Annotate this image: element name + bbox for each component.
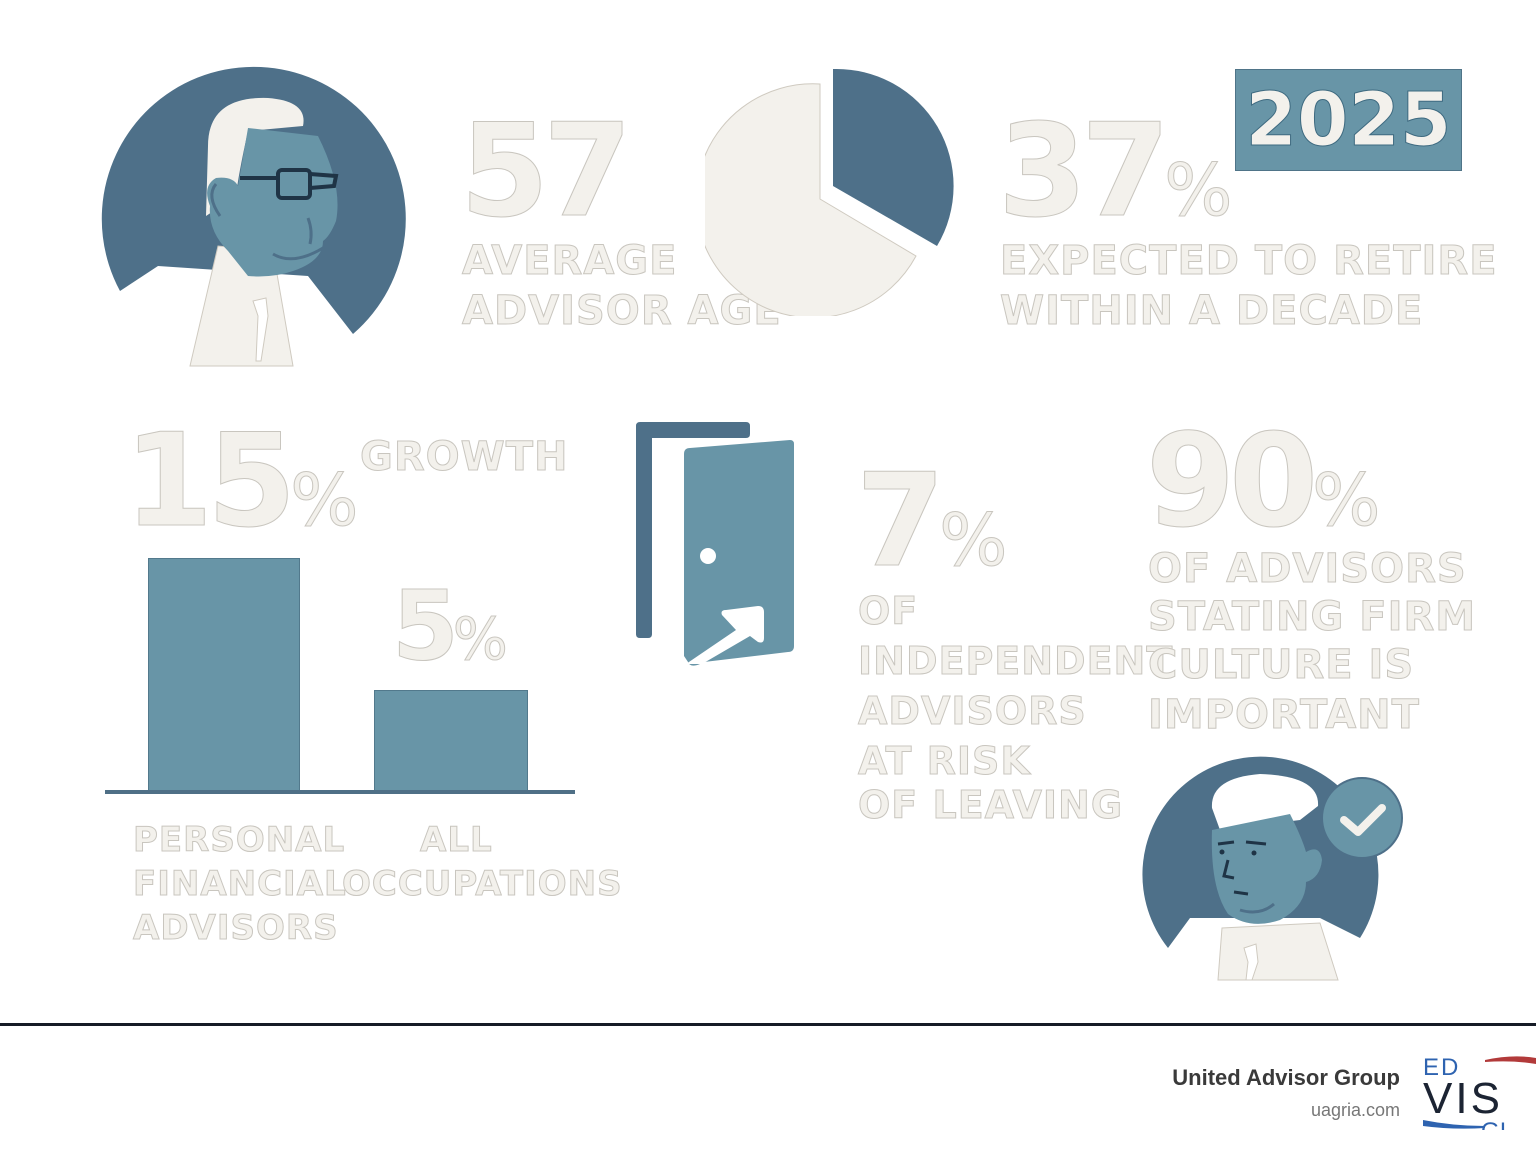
logo-fragment-middle: VIS	[1423, 1074, 1503, 1123]
year-badge: 2025	[1235, 69, 1462, 171]
average-age-label-line1: AVERAGE	[461, 238, 678, 285]
retire-percent-sign: %	[1164, 148, 1233, 232]
category-label-pfa-line2: FINANCIAL	[133, 864, 347, 905]
retire-label-line1: EXPECTED TO RETIRE	[1000, 238, 1498, 285]
logo-fragment-top: ED	[1423, 1054, 1461, 1081]
average-age-label-line2: ADVISOR AGE	[462, 288, 782, 335]
leaving-label-line3: ADVISORS	[858, 689, 1087, 734]
category-label-pfa-line1: PERSONAL	[132, 820, 346, 861]
growth-percent-value: 15%	[123, 417, 359, 546]
culture-percent-sign: %	[1312, 458, 1381, 542]
retire-percent-value: 37%	[997, 107, 1233, 236]
advisor-checkmark-portrait-icon	[1130, 748, 1420, 988]
culture-label-line1: OF ADVISORS	[1148, 546, 1467, 593]
leaving-label-line4: AT RISK	[858, 739, 1031, 784]
open-door-exit-icon	[632, 420, 802, 675]
culture-percent-number: 90	[1145, 407, 1318, 556]
brand-url[interactable]: uagria.com	[1310, 1100, 1400, 1120]
retire-label-line2: WITHIN A DECADE	[999, 288, 1424, 335]
culture-label-line4: IMPORTANT	[1148, 692, 1420, 739]
retire-percent-number: 37	[997, 97, 1170, 246]
bar-chart-baseline	[105, 790, 575, 794]
growth-percent-number: 15	[123, 407, 296, 556]
leaving-label-line5: OF LEAVING	[857, 783, 1124, 828]
pie-chart-icon	[695, 66, 965, 319]
leaving-percent-value: 7%	[855, 457, 1008, 586]
all-occupations-percent-value: 5%	[392, 578, 509, 675]
brand-name: United Advisor Group	[1172, 1065, 1400, 1090]
bar-personal-financial-advisors	[148, 558, 300, 792]
older-advisor-portrait-icon	[98, 66, 408, 371]
growth-percent-sign: %	[290, 458, 359, 542]
leaving-percent-number: 7	[855, 447, 945, 596]
culture-label-line2: STATING FIRM	[1147, 594, 1477, 641]
growth-label: GROWTH	[360, 434, 569, 481]
logo-fragment-bottom: GI	[1481, 1118, 1506, 1130]
company-logo: ED VIS GI	[1423, 1050, 1536, 1130]
bar-all-occupations	[374, 690, 528, 792]
culture-percent-value: 90%	[1145, 417, 1381, 546]
all-occupations-percent-sign: %	[452, 605, 508, 673]
category-label-pfa-line3: ADVISORS	[133, 908, 339, 949]
category-label-all-line2: OCCUPATIONS	[342, 864, 623, 905]
average-age-value: 57	[459, 97, 632, 246]
culture-label-line3: CULTURE IS	[1147, 642, 1415, 689]
leaving-label-line1: OF	[857, 589, 919, 634]
all-occupations-percent-number: 5	[392, 570, 460, 682]
category-label-all-line1: ALL	[420, 820, 493, 861]
leaving-label-line2: INDEPENDENT	[857, 639, 1174, 684]
footer-divider	[0, 1023, 1536, 1026]
leaving-percent-sign: %	[939, 498, 1008, 582]
